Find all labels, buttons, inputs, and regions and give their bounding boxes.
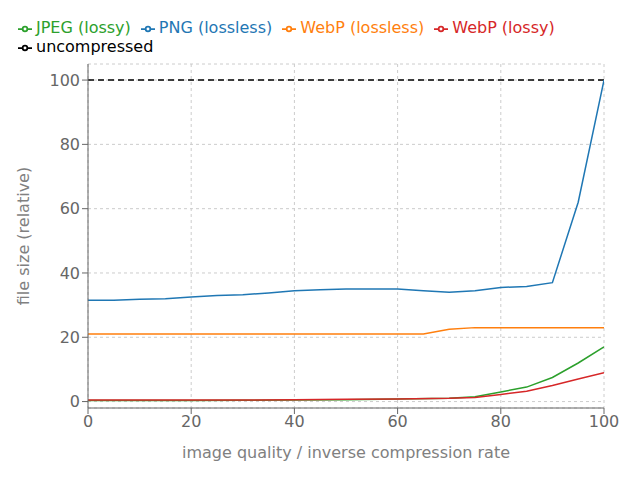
svg-text:80: 80: [60, 135, 80, 154]
html-text:uncompressed: uncompressed: [36, 37, 154, 56]
html-text:PNG (lossless): PNG (lossless): [158, 18, 273, 37]
svg-text:100: 100: [49, 71, 80, 90]
html-text:WebP (lossless): WebP (lossless): [300, 18, 425, 37]
svg-text:40: 40: [60, 264, 80, 283]
html-text:JPEG (lossy): JPEG (lossy): [36, 18, 131, 37]
svg-text:60: 60: [387, 412, 407, 431]
svg-text:100: 100: [589, 412, 620, 431]
svg-text:20: 20: [60, 328, 80, 347]
html-text:WebP (lossy): WebP (lossy): [452, 18, 555, 37]
svg-text:0: 0: [70, 392, 80, 411]
svg-text:80: 80: [491, 412, 511, 431]
svg-text:file size (relative): file size (relative): [14, 167, 33, 305]
svg-text:image quality / inverse compre: image quality / inverse compression rate: [182, 443, 510, 462]
svg-text:20: 20: [181, 412, 201, 431]
svg-text:0: 0: [83, 412, 93, 431]
svg-text:40: 40: [284, 412, 304, 431]
svg-text:60: 60: [60, 199, 80, 218]
